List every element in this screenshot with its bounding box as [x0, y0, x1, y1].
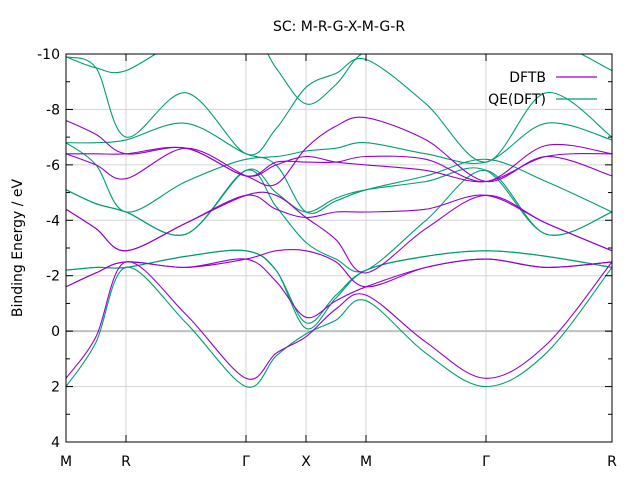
kpoint-label: Γ: [242, 454, 250, 470]
kpoint-label: R: [121, 454, 131, 470]
kpoint-label: M: [60, 454, 72, 470]
y-tick-label: 2: [51, 380, 60, 396]
y-tick-label: 4: [51, 435, 60, 451]
dftb-band-line: [66, 191, 612, 274]
y-tick-label: -8: [46, 102, 60, 118]
legend: DFTB QE(DFT): [488, 70, 597, 108]
chart-title: SC: M-R-G-X-M-G-R: [273, 19, 405, 35]
y-tick-label: 0: [51, 324, 60, 340]
y-axis-label: Binding Energy / eV: [10, 178, 26, 317]
legend-label-qe-dft: QE(DFT): [488, 92, 546, 108]
legend-label-dftb: DFTB: [509, 70, 546, 86]
y-tick-label: -6: [46, 158, 60, 174]
qe-dft-band-line: [66, 142, 612, 214]
kpoint-label: Γ: [482, 454, 490, 470]
dftb-band-line: [66, 249, 612, 288]
y-tick-label: -10: [37, 47, 60, 63]
qe-dft-band-line: [66, 56, 612, 163]
kpoint-label: R: [607, 454, 617, 470]
qe-dft-band-line: [66, 54, 612, 105]
dftb-band-line: [66, 120, 612, 183]
y-tick-label: -2: [46, 269, 60, 285]
qe-dft-series: [66, 54, 612, 388]
y-tick-label: -4: [46, 213, 60, 229]
series-layer: [66, 54, 612, 388]
grid: [66, 54, 612, 442]
kpoint-label: M: [360, 454, 372, 470]
qe-dft-band-line: [66, 249, 612, 324]
dftb-series: [66, 116, 612, 380]
kpoint-label: X: [301, 454, 311, 470]
